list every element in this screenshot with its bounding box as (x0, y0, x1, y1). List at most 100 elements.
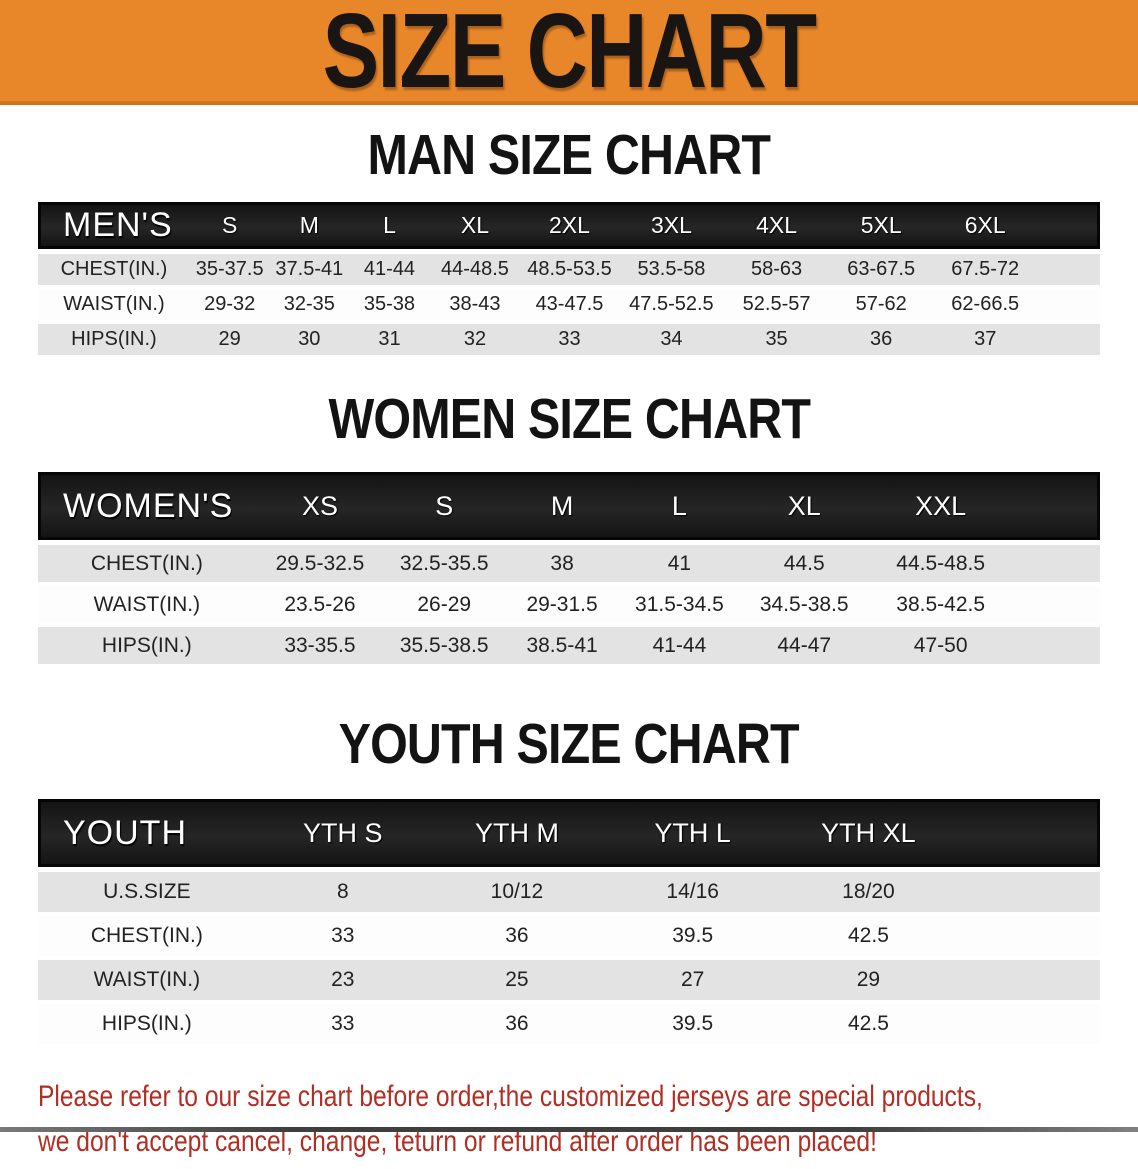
spacer-cell (1011, 472, 1100, 540)
row-label: WAIST(IN.) (38, 960, 256, 1004)
size-column-header: XS (255, 472, 385, 540)
size-column-header: YTH XL (781, 799, 956, 867)
size-column-header: S (384, 472, 505, 540)
value-cell: 43-47.5 (520, 289, 619, 324)
measurement-row: HIPS(IN.) 29 30 31 32 33 34 35 36 37 (38, 324, 1100, 359)
spacer-cell (1037, 202, 1100, 249)
value-cell: 41 (619, 540, 739, 586)
men-table-container: MEN'S S M L XL 2XL 3XL 4XL 5XL 6XL CHEST(IN.) 35-37… (0, 202, 1138, 359)
disclaimer: Please refer to our size chart before or… (38, 1074, 1138, 1164)
size-column-header: M (269, 202, 350, 249)
row-label: WAIST(IN.) (38, 289, 190, 324)
value-cell: 38 (504, 540, 620, 586)
spacer-cell (1011, 540, 1100, 586)
disclaimer-line-2: we don't accept cancel, change, teturn o… (38, 1125, 877, 1158)
page-title: SIZE CHART (322, 0, 817, 110)
row-label: U.S.SIZE (38, 867, 256, 916)
size-column-header: 2XL (520, 202, 619, 249)
size-column-header: L (349, 202, 430, 249)
spacer-cell (1037, 289, 1100, 324)
measurement-row: WAIST(IN.) 23 25 27 29 (38, 960, 1100, 1004)
value-cell: 39.5 (604, 916, 782, 960)
value-cell: 14/16 (604, 867, 782, 916)
value-cell: 29 (189, 324, 270, 359)
row-label: CHEST(IN.) (38, 249, 190, 289)
mens-size-table: MEN'S S M L XL 2XL 3XL 4XL 5XL 6XL CHEST(IN.) 35-37… (38, 202, 1100, 359)
row-label: WAIST(IN.) (38, 586, 256, 627)
value-cell: 36 (429, 916, 605, 960)
value-cell: 63-67.5 (829, 249, 934, 289)
disclaimer-line-1: Please refer to our size chart before or… (38, 1080, 983, 1113)
value-cell: 47.5-52.5 (618, 289, 724, 324)
value-cell: 48.5-53.5 (520, 249, 619, 289)
value-cell: 35-37.5 (189, 249, 270, 289)
value-cell: 41-44 (619, 627, 739, 668)
banner: SIZE CHART (0, 0, 1138, 105)
size-column-header: XXL (869, 472, 1012, 540)
value-cell: 38-43 (429, 289, 521, 324)
women-section-heading: WOMEN SIZE CHART (328, 387, 810, 451)
size-column-header: 3XL (618, 202, 724, 249)
value-cell: 44.5-48.5 (869, 540, 1012, 586)
value-cell: 23 (255, 960, 430, 1004)
table-group-label: YOUTH (38, 799, 256, 867)
row-label: HIPS(IN.) (38, 324, 190, 359)
value-cell: 25 (429, 960, 605, 1004)
measurement-row: WAIST(IN.) 23.5-26 26-29 29-31.5 31.5-34.5 34… (38, 586, 1100, 627)
section-youth: YOUTH SIZE CHART YOUTH YTH S YTH M YTH L YTH… (0, 668, 1138, 1048)
table-header-row: WOMEN'S XS S M L XL XXL (38, 472, 1100, 540)
value-cell: 44-48.5 (429, 249, 521, 289)
value-cell: 33 (520, 324, 619, 359)
measurement-row: CHEST(IN.) 35-37.5 37.5-41 41-44 44-48.5 48.5… (38, 249, 1100, 289)
value-cell: 18/20 (781, 867, 956, 916)
value-cell: 67.5-72 (933, 249, 1038, 289)
value-cell: 37 (933, 324, 1038, 359)
row-label: CHEST(IN.) (38, 540, 256, 586)
value-cell: 31 (349, 324, 430, 359)
value-cell: 8 (255, 867, 430, 916)
value-cell: 47-50 (869, 627, 1012, 668)
value-cell: 30 (269, 324, 350, 359)
value-cell: 37.5-41 (269, 249, 350, 289)
section-women: WOMEN SIZE CHART WOMEN'S XS S M L XL XXL CHEST(… (0, 359, 1138, 668)
value-cell: 32-35 (269, 289, 350, 324)
size-column-header: YTH M (429, 799, 605, 867)
value-cell: 58-63 (724, 249, 830, 289)
table-group-label: WOMEN'S (38, 472, 256, 540)
size-column-header: 5XL (829, 202, 934, 249)
size-column-header: 4XL (724, 202, 830, 249)
women-table-container: WOMEN'S XS S M L XL XXL CHEST(IN.) 29.5-32.5 32.5… (0, 472, 1138, 668)
row-label: HIPS(IN.) (38, 1004, 256, 1048)
value-cell: 41-44 (349, 249, 430, 289)
spacer-cell (955, 916, 1100, 960)
value-cell: 29-31.5 (504, 586, 620, 627)
measurement-row: HIPS(IN.) 33 36 39.5 42.5 (38, 1004, 1100, 1048)
table-group-label: MEN'S (38, 202, 190, 249)
value-cell: 33 (255, 916, 430, 960)
bottom-edge-strip (0, 1127, 1138, 1132)
spacer-cell (955, 1004, 1100, 1048)
spacer-cell (1011, 586, 1100, 627)
size-column-header: YTH L (604, 799, 782, 867)
value-cell: 29-32 (189, 289, 270, 324)
section-men: MAN SIZE CHART MEN'S S M L XL 2XL 3XL 4XL 5XL 6XL… (0, 105, 1138, 359)
value-cell: 32.5-35.5 (384, 540, 505, 586)
measurement-row: CHEST(IN.) 29.5-32.5 32.5-35.5 38 41 44.5 44.5… (38, 540, 1100, 586)
value-cell: 44.5 (738, 540, 870, 586)
value-cell: 42.5 (781, 916, 956, 960)
value-cell: 27 (604, 960, 782, 1004)
value-cell: 57-62 (829, 289, 934, 324)
spacer-cell (1037, 249, 1100, 289)
value-cell: 36 (429, 1004, 605, 1048)
value-cell: 31.5-34.5 (619, 586, 739, 627)
value-cell: 42.5 (781, 1004, 956, 1048)
size-column-header: L (619, 472, 739, 540)
measurement-row: HIPS(IN.) 33-35.5 35.5-38.5 38.5-41 41-44 44-… (38, 627, 1100, 668)
size-column-header: XL (429, 202, 521, 249)
value-cell: 29.5-32.5 (255, 540, 385, 586)
womens-size-table: WOMEN'S XS S M L XL XXL CHEST(IN.) 29.5-32.5 32.5… (38, 472, 1100, 668)
value-cell: 35 (724, 324, 830, 359)
value-cell: 35-38 (349, 289, 430, 324)
value-cell: 29 (781, 960, 956, 1004)
